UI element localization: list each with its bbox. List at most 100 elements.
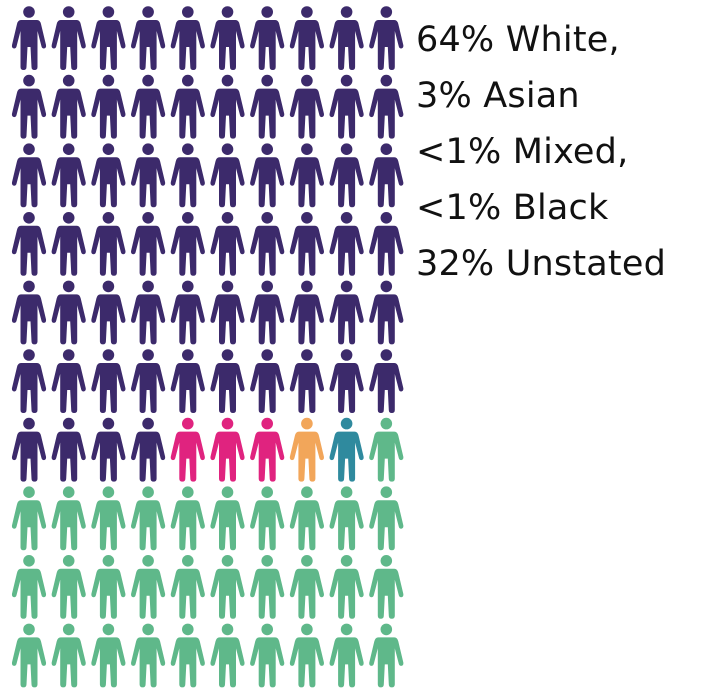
person-icon-white bbox=[170, 280, 205, 345]
person-icon-white bbox=[11, 280, 47, 345]
person-icon-white bbox=[170, 143, 205, 208]
person-icon-white bbox=[369, 349, 404, 413]
person-icon-white bbox=[329, 143, 364, 208]
person-icon-white bbox=[91, 349, 126, 413]
person-icon-white bbox=[11, 212, 47, 276]
person-icon-unstated bbox=[210, 555, 245, 619]
person-icon-unstated bbox=[131, 623, 166, 688]
person-icon-unstated bbox=[170, 486, 205, 551]
person-icon-unstated bbox=[210, 486, 245, 551]
person-icon-white bbox=[51, 74, 86, 139]
person-icon-asian bbox=[250, 417, 285, 482]
legend-line-black: <1% Black bbox=[416, 188, 609, 228]
person-icon-white bbox=[51, 6, 86, 70]
person-icon-white bbox=[51, 417, 86, 482]
person-icon-white bbox=[131, 143, 166, 208]
person-icon-white bbox=[11, 417, 47, 482]
legend-line-unstated: 32% Unstated bbox=[416, 244, 666, 284]
pictogram-chart bbox=[11, 6, 404, 688]
person-icon-white bbox=[91, 417, 126, 482]
person-icon-white bbox=[369, 143, 404, 208]
person-icon-white bbox=[289, 280, 324, 345]
person-icon-white bbox=[289, 212, 324, 276]
person-icon-white bbox=[91, 212, 126, 276]
person-icon-white bbox=[289, 74, 324, 139]
person-icon-white bbox=[91, 6, 126, 70]
person-icon-white bbox=[170, 6, 205, 70]
person-icon-unstated bbox=[131, 486, 166, 551]
person-icon-white bbox=[210, 280, 245, 345]
person-icon-white bbox=[91, 143, 126, 208]
person-icon-unstated bbox=[51, 555, 86, 619]
person-icon-white bbox=[131, 6, 166, 70]
person-icon-unstated bbox=[170, 555, 205, 619]
person-icon-white bbox=[289, 349, 324, 413]
person-icon-white bbox=[289, 6, 324, 70]
person-icon-white bbox=[210, 212, 245, 276]
person-icon-white bbox=[170, 212, 205, 276]
person-icon-unstated bbox=[329, 486, 364, 551]
person-icon-unstated bbox=[329, 555, 364, 619]
person-icon-unstated bbox=[91, 555, 126, 619]
person-icon-white bbox=[11, 74, 47, 139]
person-icon-unstated bbox=[51, 623, 86, 688]
person-icon-asian bbox=[210, 417, 245, 482]
person-icon-unstated bbox=[250, 486, 285, 551]
person-icon-white bbox=[250, 212, 285, 276]
person-icon-white bbox=[329, 74, 364, 139]
person-icon-unstated bbox=[369, 555, 404, 619]
person-icon-unstated bbox=[369, 417, 404, 482]
person-icon-unstated bbox=[210, 623, 245, 688]
person-icon-black bbox=[329, 417, 364, 482]
person-icon-white bbox=[250, 6, 285, 70]
person-icon-white bbox=[250, 280, 285, 345]
person-icon-white bbox=[289, 143, 324, 208]
person-icon-white bbox=[11, 349, 47, 413]
person-icon-white bbox=[51, 280, 86, 345]
person-icon-white bbox=[51, 143, 86, 208]
person-icon-white bbox=[131, 212, 166, 276]
person-icon-white bbox=[329, 280, 364, 345]
person-icon-white bbox=[369, 74, 404, 139]
person-icon-unstated bbox=[289, 623, 324, 688]
person-icon-white bbox=[329, 6, 364, 70]
person-icon-white bbox=[369, 280, 404, 345]
person-icon-white bbox=[250, 74, 285, 139]
person-icon-unstated bbox=[369, 623, 404, 688]
person-icon-white bbox=[91, 74, 126, 139]
person-icon-white bbox=[51, 349, 86, 413]
person-icon-unstated bbox=[250, 623, 285, 688]
person-icon-white bbox=[11, 143, 47, 208]
person-icon-unstated bbox=[91, 486, 126, 551]
person-icon-white bbox=[170, 74, 205, 139]
person-icon-unstated bbox=[369, 486, 404, 551]
person-icon-white bbox=[369, 212, 404, 276]
person-icon-unstated bbox=[289, 486, 324, 551]
person-icon-white bbox=[131, 74, 166, 139]
person-icon-white bbox=[250, 143, 285, 208]
person-icon-white bbox=[210, 6, 245, 70]
person-icon-white bbox=[131, 349, 166, 413]
person-icon-unstated bbox=[11, 623, 47, 688]
person-icon-mixed bbox=[289, 417, 324, 482]
person-icon-unstated bbox=[170, 623, 205, 688]
person-icon-white bbox=[11, 6, 47, 70]
person-icon-white bbox=[369, 6, 404, 70]
person-icon-white bbox=[250, 349, 285, 413]
person-icon-white bbox=[210, 349, 245, 413]
legend: 64% White, 3% Asian <1% Mixed, <1% Black… bbox=[416, 12, 706, 292]
person-icon-unstated bbox=[131, 555, 166, 619]
legend-line-mixed: <1% Mixed, bbox=[416, 132, 629, 172]
legend-line-white: 64% White, bbox=[416, 20, 620, 60]
person-icon-white bbox=[131, 280, 166, 345]
person-icon-unstated bbox=[289, 555, 324, 619]
person-icon-white bbox=[131, 417, 166, 482]
person-icon-unstated bbox=[11, 555, 47, 619]
person-icon-white bbox=[51, 212, 86, 276]
person-icon-unstated bbox=[329, 623, 364, 688]
person-icon-white bbox=[329, 349, 364, 413]
person-icon-unstated bbox=[51, 486, 86, 551]
person-icon-white bbox=[210, 143, 245, 208]
person-icon-white bbox=[329, 212, 364, 276]
person-icon-asian bbox=[170, 417, 205, 482]
